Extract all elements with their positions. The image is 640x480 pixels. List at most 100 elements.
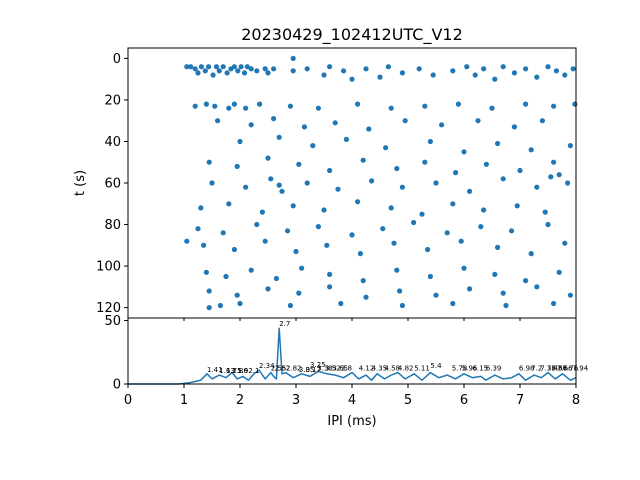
scatter-point xyxy=(321,72,327,78)
scatter-point xyxy=(248,122,254,128)
scatter-point xyxy=(380,226,386,232)
peak-label: 3.38 xyxy=(317,365,333,373)
scatter-point xyxy=(324,242,330,248)
histogram-x-tick-label: 3 xyxy=(292,393,300,408)
scatter-point xyxy=(481,66,487,72)
peak-label: 5.78 xyxy=(452,365,468,373)
scatter-point xyxy=(366,126,372,132)
scatter-point xyxy=(492,76,498,82)
scatter-point xyxy=(422,103,428,109)
scatter-point xyxy=(450,300,456,307)
scatter-point xyxy=(206,288,212,294)
scatter-point xyxy=(254,68,260,74)
peak-label: 7.94 xyxy=(573,365,589,373)
scatter-point xyxy=(276,134,282,140)
histogram-panel: 1.411.631.751.861.9 2.12.342.552.62 2.7 2.8… xyxy=(104,314,588,429)
peak-label: 2.7 xyxy=(279,320,290,328)
scatter-point xyxy=(209,180,215,186)
scatter-point xyxy=(517,167,523,174)
scatter-point xyxy=(290,203,296,209)
scatter-point xyxy=(425,246,431,253)
scatter-point xyxy=(360,278,366,284)
histogram-line xyxy=(128,327,577,385)
scatter-point xyxy=(458,238,464,244)
scatter-point xyxy=(237,138,243,145)
histogram-x-tick-label: 4 xyxy=(348,393,356,408)
scatter-point xyxy=(203,101,209,107)
scatter-point xyxy=(271,66,277,72)
scatter-y-tick-label: 80 xyxy=(104,218,121,233)
scatter-point xyxy=(355,101,361,107)
peak-label: 5.11 xyxy=(414,365,430,373)
scatter-point xyxy=(235,68,241,74)
scatter-point xyxy=(411,219,417,226)
scatter-point xyxy=(285,228,291,234)
histogram-axes-frame xyxy=(127,317,577,385)
scatter-point xyxy=(254,221,260,228)
scatter-point xyxy=(511,124,517,130)
scatter-point xyxy=(377,74,383,80)
scatter-y-axis-label: t (s) xyxy=(73,170,88,196)
scatter-point xyxy=(327,284,333,290)
scatter-point xyxy=(461,149,467,155)
scatter-point xyxy=(570,66,576,72)
histogram-x-tick-label: 2 xyxy=(236,393,244,408)
scatter-point xyxy=(315,105,321,111)
scatter-point xyxy=(399,302,405,309)
peak-label: 6.39 xyxy=(486,365,502,373)
scatter-point xyxy=(551,103,557,109)
peak-label: 6.98 xyxy=(519,365,535,373)
scatter-point xyxy=(241,70,248,76)
scatter-point xyxy=(293,248,299,255)
scatter-y-ticks: 0 20 40 60 80 100 120 xyxy=(96,52,128,316)
peak-label: 1.63 xyxy=(219,367,235,375)
scatter-point xyxy=(455,101,461,107)
scatter-point xyxy=(349,232,355,238)
scatter-point xyxy=(271,116,277,122)
scatter-point xyxy=(360,157,366,163)
scatter-point xyxy=(231,246,237,253)
scatter-y-tick-label: 100 xyxy=(96,260,121,275)
histogram-y-tick-label: 50 xyxy=(104,314,121,329)
scatter-point xyxy=(495,140,501,147)
scatter-point xyxy=(184,238,190,244)
peak-label: 7.2 xyxy=(531,365,542,373)
histogram-x-tick-label: 6 xyxy=(460,393,468,408)
scatter-point xyxy=(433,292,439,298)
scatter-point xyxy=(310,143,316,149)
scatter-y-tick-label: 60 xyxy=(104,177,121,192)
peak-label: 2.82 xyxy=(286,365,302,373)
scatter-point xyxy=(399,70,405,76)
scatter-point xyxy=(338,300,344,307)
histogram-y-tick-label: 0 xyxy=(113,378,121,393)
scatter-y-tick-label: 120 xyxy=(96,301,121,316)
peak-label: 1.86 xyxy=(232,367,248,375)
scatter-point xyxy=(327,167,333,174)
scatter-point xyxy=(268,176,274,182)
scatter-y-tick-label: 40 xyxy=(104,135,121,150)
histogram-x-tick-label: 5 xyxy=(404,393,412,408)
scatter-points xyxy=(184,55,578,311)
scatter-point xyxy=(472,72,478,78)
peak-label: 3.8 xyxy=(341,365,352,373)
histogram-x-ticks: 0 1 2 3 4 5 6 7 8 xyxy=(124,384,580,408)
scatter-point xyxy=(195,70,201,76)
scatter-point xyxy=(433,180,439,186)
scatter-point xyxy=(262,238,268,244)
scatter-point xyxy=(430,72,436,78)
scatter-point xyxy=(363,294,369,300)
scatter-point xyxy=(265,286,271,292)
scatter-point xyxy=(287,302,293,309)
scatter-point xyxy=(206,64,212,70)
scatter-point xyxy=(509,228,515,234)
scatter-point xyxy=(273,275,279,282)
peak-label: 3.17 xyxy=(306,366,322,374)
peak-label: 7.56 xyxy=(551,365,567,373)
scatter-point xyxy=(427,273,433,280)
scatter-point xyxy=(402,118,408,124)
scatter-point xyxy=(492,271,498,277)
scatter-point xyxy=(217,302,223,309)
scatter-point xyxy=(419,211,425,217)
scatter-point xyxy=(551,159,557,165)
